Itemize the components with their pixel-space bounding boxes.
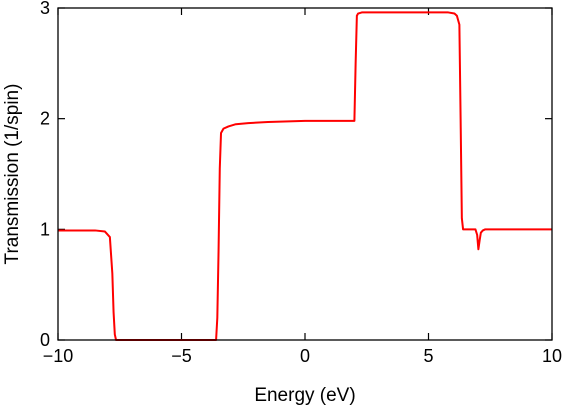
x-tick-label: 0 — [300, 346, 310, 366]
x-tick-label: −5 — [171, 346, 192, 366]
x-tick-label: 10 — [542, 346, 562, 366]
y-tick-label: 3 — [40, 0, 50, 18]
x-tick-label: 5 — [423, 346, 433, 366]
transmission-series-line — [58, 11, 552, 341]
y-tick-label: 2 — [40, 109, 50, 129]
plot-frame — [57, 7, 553, 341]
x-tick-label: −10 — [43, 346, 74, 366]
axis-ticks — [57, 7, 553, 341]
x-axis-title: Energy (eV) — [254, 385, 355, 406]
y-tick-label: 1 — [40, 219, 50, 239]
y-tick-label: 0 — [40, 330, 50, 350]
y-axis-title: Transmission (1/spin) — [2, 84, 23, 265]
axis-tick-labels: −10 −5 0 5 10 0 1 2 3 — [40, 0, 562, 366]
